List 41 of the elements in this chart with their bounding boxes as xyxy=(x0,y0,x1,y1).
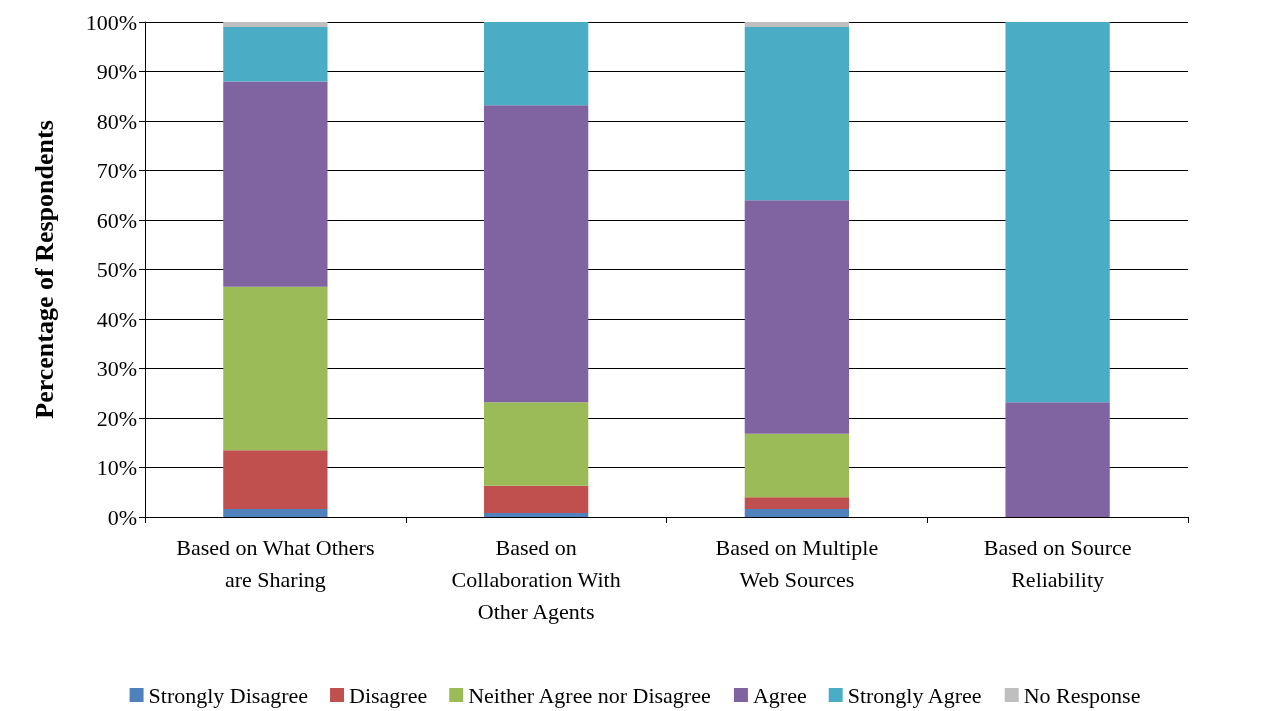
bar xyxy=(744,497,850,510)
legend-label: Neither Agree nor Disagree xyxy=(468,682,711,708)
bar xyxy=(744,200,850,434)
x-tick-label: Based on Source Reliability xyxy=(983,534,1132,592)
y-axis-title: Percentage of Respondents xyxy=(29,120,59,419)
y-tick-label: 30% xyxy=(96,356,137,381)
y-tick-label: 70% xyxy=(96,158,137,183)
bar xyxy=(744,509,850,517)
legend-label: Strongly Disagree xyxy=(148,682,309,708)
bar xyxy=(744,26,850,201)
x-tick-label: Based on What Others are Sharing xyxy=(176,534,375,592)
legend-label: Strongly Agree xyxy=(847,682,982,708)
bar xyxy=(223,509,328,517)
y-tick-label: 0% xyxy=(107,504,137,530)
legend-label: Agree xyxy=(752,682,807,708)
x-tick-label: Based on Multiple Web Sources xyxy=(715,534,879,592)
bar xyxy=(223,450,328,510)
x-tick-label: Based on Collaboration With Other Agents xyxy=(451,534,621,624)
y-tick-label: 40% xyxy=(96,306,137,332)
bar xyxy=(483,22,589,106)
bar xyxy=(223,81,328,287)
bar xyxy=(223,286,328,451)
y-tick-label: 50% xyxy=(96,257,137,282)
bar xyxy=(744,433,850,498)
y-tick-label: 60% xyxy=(96,207,137,233)
bar xyxy=(223,22,328,27)
bar xyxy=(483,402,589,486)
bar xyxy=(1005,22,1110,403)
y-tick-label: 20% xyxy=(96,405,137,431)
y-tick-label: 10% xyxy=(96,455,137,480)
legend-label: Disagree xyxy=(349,682,428,708)
legend-label: No Response xyxy=(1023,682,1141,708)
y-tick-label: 90% xyxy=(96,59,137,84)
bar xyxy=(744,22,850,27)
bar xyxy=(483,485,589,514)
bar xyxy=(483,513,589,517)
bar xyxy=(483,105,589,403)
y-tick-label: 100% xyxy=(85,9,137,35)
y-tick-label: 80% xyxy=(96,108,137,134)
bar xyxy=(1005,402,1110,517)
bar xyxy=(223,26,328,82)
